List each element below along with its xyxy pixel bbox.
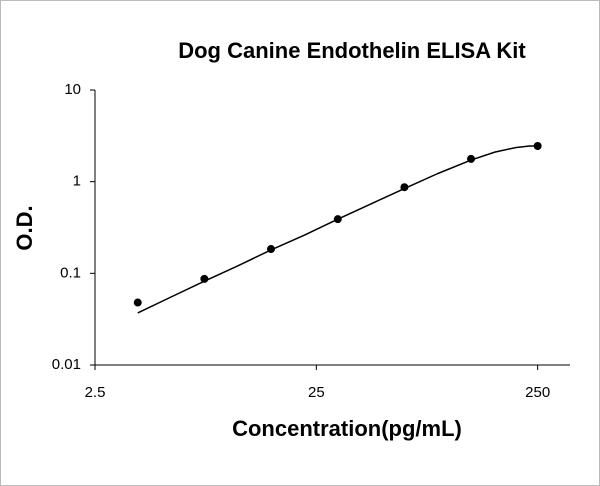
data-point	[333, 215, 342, 224]
y-tick-label: 0.01	[52, 356, 81, 373]
fit-curve	[137, 145, 538, 314]
data-point	[266, 245, 275, 254]
y-tick-label: 1	[73, 173, 81, 190]
data-point	[400, 183, 409, 192]
x-axis-label: Concentration(pg/mL)	[232, 416, 462, 441]
y-tick-label: 10	[64, 81, 81, 98]
data-point	[467, 154, 476, 163]
x-tick-label: 250	[525, 384, 550, 401]
data-point	[200, 274, 209, 283]
chart-title: Dog Canine Endothelin ELISA Kit	[178, 38, 526, 63]
y-tick-label: 0.1	[60, 264, 81, 281]
x-tick-label: 25	[308, 384, 325, 401]
y-axis-label: O.D.	[12, 205, 37, 250]
x-tick-label: 2.5	[85, 384, 106, 401]
data-point	[133, 298, 142, 307]
data-point	[533, 141, 542, 150]
